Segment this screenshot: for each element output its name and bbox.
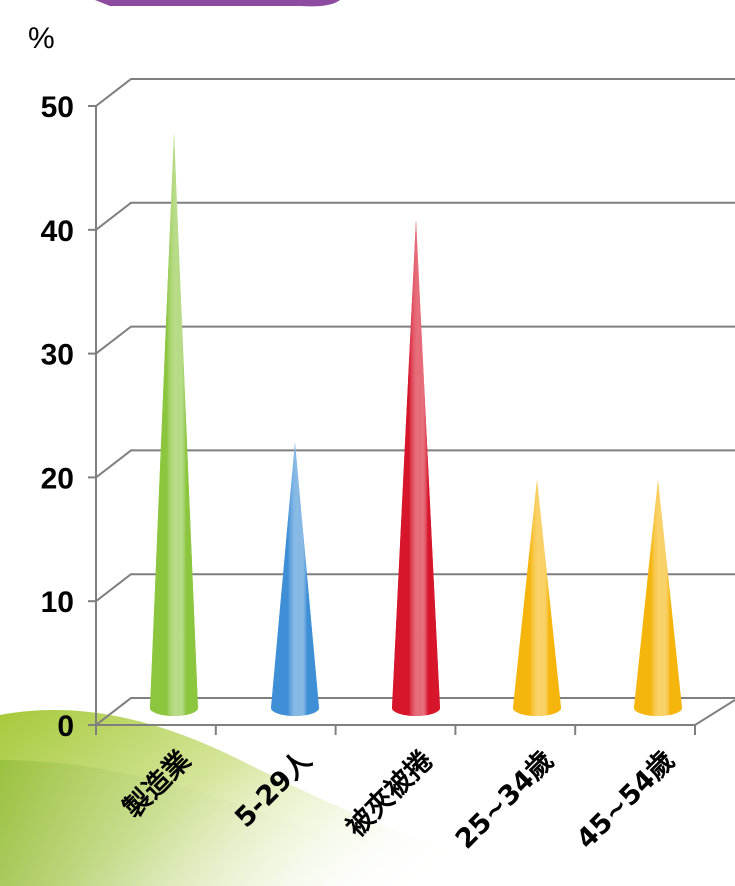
bar-shading bbox=[271, 442, 319, 716]
bars bbox=[150, 133, 682, 717]
decorative-swoosh-highlight bbox=[0, 760, 380, 886]
bar-shading bbox=[513, 479, 561, 716]
x-tick-label: 45~54歲 bbox=[571, 745, 681, 855]
y-axis-ticks: 0 10 20 30 40 50 bbox=[41, 91, 96, 743]
bar-4 bbox=[513, 479, 561, 716]
y-tick-label: 40 bbox=[41, 215, 74, 248]
y-axis-unit: % bbox=[28, 22, 55, 55]
gridline bbox=[95, 78, 735, 107]
y-tick-label: 50 bbox=[41, 91, 74, 124]
gridline bbox=[95, 201, 735, 231]
bar-2 bbox=[271, 442, 319, 716]
bar-shading bbox=[634, 479, 682, 716]
bar-shading bbox=[150, 133, 198, 716]
gridline bbox=[95, 449, 735, 479]
bar-shading bbox=[392, 219, 440, 717]
gridline bbox=[95, 325, 735, 355]
bar-5 bbox=[634, 479, 682, 716]
bar-1 bbox=[150, 133, 198, 716]
y-tick-label: 0 bbox=[57, 710, 74, 743]
y-tick-label: 20 bbox=[41, 462, 74, 495]
y-tick-label: 10 bbox=[41, 586, 74, 619]
bar-3 bbox=[392, 219, 440, 717]
x-tick-label: 25~34歲 bbox=[450, 745, 560, 855]
y-tick-label: 30 bbox=[41, 339, 74, 372]
title-remnant bbox=[95, 0, 340, 7]
